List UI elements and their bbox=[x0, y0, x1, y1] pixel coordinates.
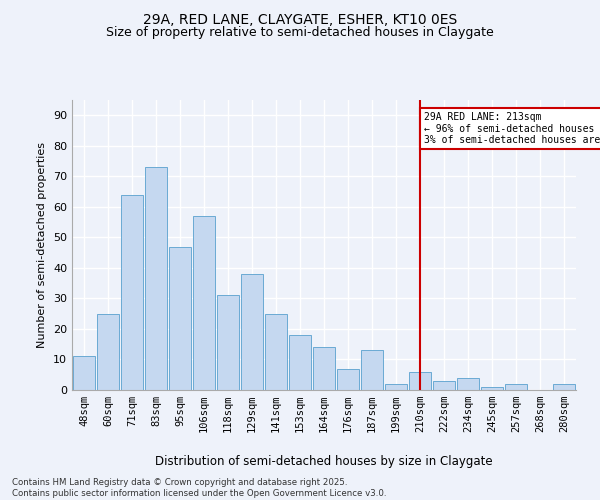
Bar bbox=[73, 356, 95, 390]
Text: Size of property relative to semi-detached houses in Claygate: Size of property relative to semi-detach… bbox=[106, 26, 494, 39]
Bar bbox=[169, 246, 191, 390]
Y-axis label: Number of semi-detached properties: Number of semi-detached properties bbox=[37, 142, 47, 348]
Bar bbox=[289, 335, 311, 390]
Bar bbox=[97, 314, 119, 390]
Bar bbox=[193, 216, 215, 390]
Bar bbox=[361, 350, 383, 390]
Bar bbox=[505, 384, 527, 390]
Bar bbox=[409, 372, 431, 390]
Bar bbox=[553, 384, 575, 390]
Text: 29A RED LANE: 213sqm
← 96% of semi-detached houses are smaller (426)
3% of semi-: 29A RED LANE: 213sqm ← 96% of semi-detac… bbox=[424, 112, 600, 146]
Bar bbox=[241, 274, 263, 390]
Bar bbox=[145, 167, 167, 390]
Bar bbox=[313, 348, 335, 390]
Bar bbox=[385, 384, 407, 390]
Bar bbox=[433, 381, 455, 390]
Text: Distribution of semi-detached houses by size in Claygate: Distribution of semi-detached houses by … bbox=[155, 454, 493, 468]
Bar bbox=[481, 387, 503, 390]
Bar bbox=[337, 368, 359, 390]
Bar bbox=[121, 194, 143, 390]
Bar bbox=[265, 314, 287, 390]
Bar bbox=[217, 296, 239, 390]
Bar bbox=[457, 378, 479, 390]
Text: Contains HM Land Registry data © Crown copyright and database right 2025.
Contai: Contains HM Land Registry data © Crown c… bbox=[12, 478, 386, 498]
Text: 29A, RED LANE, CLAYGATE, ESHER, KT10 0ES: 29A, RED LANE, CLAYGATE, ESHER, KT10 0ES bbox=[143, 12, 457, 26]
